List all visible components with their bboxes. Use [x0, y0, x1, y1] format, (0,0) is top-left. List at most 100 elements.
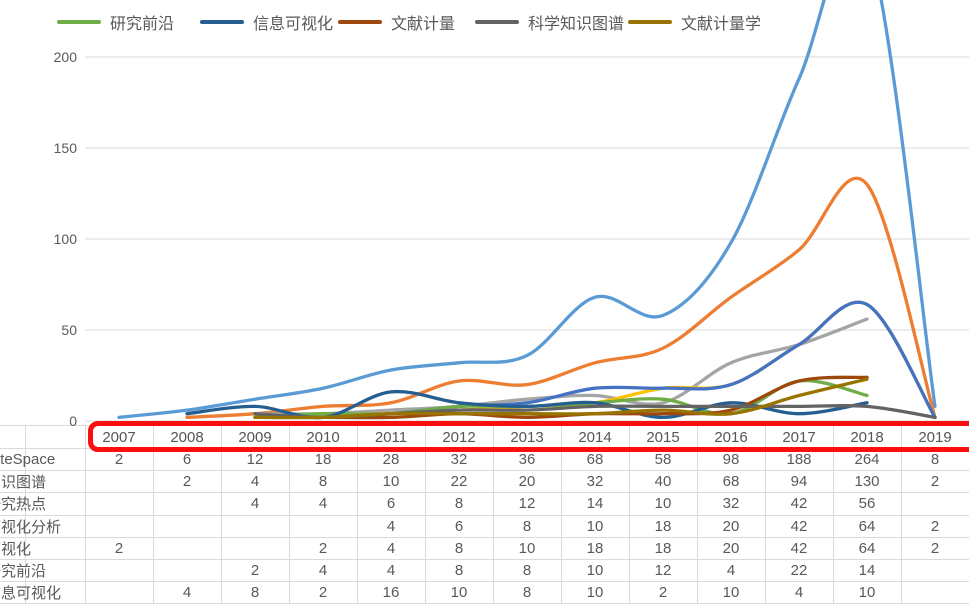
value-cell[interactable]: 22 — [765, 559, 834, 583]
value-cell[interactable]: 18 — [629, 537, 698, 560]
series-line-7[interactable] — [253, 375, 869, 420]
year-header-cell[interactable]: 2009 — [221, 425, 290, 449]
value-cell[interactable]: 8 — [493, 515, 562, 538]
value-cell[interactable] — [153, 492, 222, 516]
value-cell[interactable]: 8 — [425, 559, 494, 583]
value-cell[interactable]: 20 — [493, 470, 562, 494]
value-cell[interactable] — [221, 537, 290, 560]
value-cell[interactable]: 68 — [697, 470, 766, 494]
legend-item[interactable]: 文献计量 — [338, 10, 455, 34]
row-label-cell[interactable]: 研究热点 — [0, 492, 86, 516]
value-cell[interactable]: 36 — [493, 448, 562, 472]
highlight-annotation[interactable] — [88, 421, 969, 452]
value-cell[interactable]: 2 — [901, 470, 969, 494]
value-cell[interactable]: 10 — [493, 537, 562, 560]
value-cell[interactable]: 10 — [425, 581, 494, 605]
value-cell[interactable] — [85, 470, 154, 494]
value-cell[interactable]: 2 — [153, 470, 222, 494]
value-cell[interactable]: 40 — [629, 470, 698, 494]
value-cell[interactable]: 8 — [425, 537, 494, 560]
value-cell[interactable]: 188 — [765, 448, 834, 472]
year-header-cell[interactable]: 2018 — [833, 425, 902, 449]
value-cell[interactable]: 4 — [153, 581, 222, 605]
row-label-cell[interactable]: 信息可视化 — [0, 581, 86, 605]
value-cell[interactable]: 2 — [85, 448, 154, 472]
year-header-cell[interactable]: 2015 — [629, 425, 698, 449]
value-cell[interactable]: 10 — [561, 581, 630, 605]
value-cell[interactable]: 4 — [221, 470, 290, 494]
value-cell[interactable]: 14 — [561, 492, 630, 516]
value-cell[interactable]: 42 — [765, 537, 834, 560]
year-header-cell[interactable]: 2019 — [901, 425, 969, 449]
series-line-2[interactable] — [253, 317, 869, 416]
value-cell[interactable]: 8 — [425, 492, 494, 516]
value-cell[interactable]: 4 — [765, 581, 834, 605]
value-cell[interactable]: 6 — [153, 448, 222, 472]
series-line-0[interactable] — [117, 0, 937, 420]
value-cell[interactable]: 68 — [561, 448, 630, 472]
value-cell[interactable]: 10 — [629, 492, 698, 516]
value-cell[interactable]: 42 — [765, 515, 834, 538]
value-cell[interactable]: 10 — [833, 581, 902, 605]
value-cell[interactable]: 8 — [493, 581, 562, 605]
value-cell[interactable]: 42 — [765, 492, 834, 516]
series-line-5[interactable] — [253, 378, 869, 420]
row-label-cell[interactable]: 知识图谱 — [0, 470, 86, 494]
value-cell[interactable]: 4 — [357, 537, 426, 560]
value-cell[interactable]: 4 — [221, 492, 290, 516]
value-cell[interactable]: 2 — [901, 515, 969, 538]
legend-item[interactable]: 信息可视化 — [200, 10, 333, 34]
value-cell[interactable]: 4 — [289, 492, 358, 516]
year-header-cell[interactable]: 2012 — [425, 425, 494, 449]
series-line-1[interactable] — [185, 176, 937, 420]
row-label-cell[interactable]: CiteSpace — [0, 448, 86, 472]
value-cell[interactable]: 4 — [357, 559, 426, 583]
value-cell[interactable]: 10 — [357, 470, 426, 494]
series-line-8[interactable] — [253, 403, 937, 420]
value-cell[interactable]: 4 — [697, 559, 766, 583]
value-cell[interactable]: 14 — [833, 559, 902, 583]
legend-item[interactable]: 文献计量学 — [628, 10, 761, 34]
value-cell[interactable]: 32 — [561, 470, 630, 494]
value-cell[interactable]: 8 — [289, 470, 358, 494]
value-cell[interactable]: 12 — [629, 559, 698, 583]
value-cell[interactable]: 6 — [357, 492, 426, 516]
value-cell[interactable]: 12 — [221, 448, 290, 472]
value-cell[interactable]: 2 — [289, 537, 358, 560]
value-cell[interactable] — [85, 515, 154, 538]
value-cell[interactable]: 10 — [561, 515, 630, 538]
value-cell[interactable]: 2 — [901, 537, 969, 560]
value-cell[interactable]: 18 — [561, 537, 630, 560]
year-header-cell[interactable]: 2013 — [493, 425, 562, 449]
value-cell[interactable]: 2 — [629, 581, 698, 605]
row-label-cell[interactable]: 可视化 — [0, 537, 86, 560]
value-cell[interactable]: 10 — [697, 581, 766, 605]
value-cell[interactable] — [901, 559, 969, 583]
value-cell[interactable]: 98 — [697, 448, 766, 472]
value-cell[interactable]: 94 — [765, 470, 834, 494]
year-header-cell[interactable]: 2011 — [357, 425, 426, 449]
value-cell[interactable]: 2 — [289, 581, 358, 605]
legend-item[interactable]: 研究前沿 — [57, 10, 174, 34]
series-line-4[interactable] — [321, 300, 937, 420]
series-line-9[interactable] — [253, 377, 869, 420]
legend-item[interactable]: 科学知识图谱 — [475, 10, 624, 34]
row-label-cell[interactable]: 研究前沿 — [0, 559, 86, 583]
value-cell[interactable]: 2 — [85, 537, 154, 560]
value-cell[interactable]: 264 — [833, 448, 902, 472]
value-cell[interactable]: 18 — [289, 448, 358, 472]
value-cell[interactable] — [901, 581, 969, 605]
value-cell[interactable]: 58 — [629, 448, 698, 472]
value-cell[interactable] — [85, 581, 154, 605]
value-cell[interactable]: 64 — [833, 537, 902, 560]
value-cell[interactable]: 18 — [629, 515, 698, 538]
value-cell[interactable]: 22 — [425, 470, 494, 494]
year-header-cell[interactable]: 2017 — [765, 425, 834, 449]
value-cell[interactable]: 2 — [221, 559, 290, 583]
value-cell[interactable] — [221, 515, 290, 538]
value-cell[interactable]: 4 — [289, 559, 358, 583]
value-cell[interactable]: 8 — [493, 559, 562, 583]
value-cell[interactable] — [289, 515, 358, 538]
value-cell[interactable]: 16 — [357, 581, 426, 605]
corner-cell[interactable] — [0, 425, 86, 449]
